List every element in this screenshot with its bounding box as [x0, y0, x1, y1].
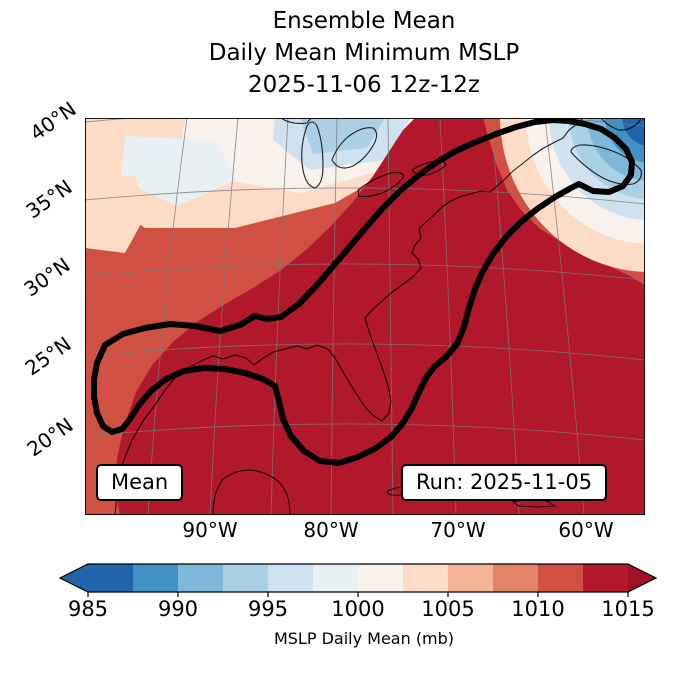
- run-annotation-box: Run: 2025-11-05: [401, 464, 608, 501]
- storm-outline-contour: [91, 118, 635, 466]
- colorbar-cell: [133, 564, 179, 592]
- title-line-3: 2025-11-06 12z-12z: [248, 72, 480, 98]
- fill-darkred-1015mb: [115, 118, 645, 515]
- colorbar-cell: [538, 564, 584, 592]
- title-line-2: Daily Mean Minimum MSLP: [208, 40, 520, 66]
- coastline-mainland: [114, 118, 584, 515]
- colorbar-cell: [403, 564, 449, 592]
- lon-label-60w: 60°W: [558, 518, 614, 542]
- lat-label-30n: 30°N: [19, 252, 75, 302]
- mslp-filled-contour-map: [85, 118, 645, 515]
- colorbar-tick-label: 1000: [331, 597, 385, 621]
- axes-frame: [85, 118, 645, 515]
- colorbar-cell: [178, 564, 224, 592]
- colorbar-cell: [583, 564, 629, 592]
- lake-superior: [280, 118, 312, 124]
- colorbar: [58, 563, 658, 597]
- coastline-st-lawrence: [600, 118, 642, 131]
- lat-label-40n: 40°N: [25, 96, 81, 146]
- lon-label-90w: 90°W: [182, 518, 238, 542]
- map-plot-area: [85, 118, 645, 515]
- low-ring-987: [622, 118, 645, 146]
- mean-annotation-box: Mean: [96, 464, 184, 501]
- lat-label-25n: 25°N: [20, 331, 76, 381]
- title-line-1: Ensemble Mean: [272, 8, 456, 34]
- coastlines: [114, 118, 642, 515]
- colorbar-tick-label: 1015: [601, 597, 655, 621]
- lake-huron: [331, 127, 378, 169]
- lon-label-80w: 80°W: [303, 518, 359, 542]
- coastline-yucatan: [212, 469, 291, 515]
- lake-erie: [357, 171, 405, 198]
- colorbar-over-arrow: [628, 564, 656, 592]
- colorbar-cell: [358, 564, 404, 592]
- colorbar-cell: [448, 564, 494, 592]
- colorbar-tick-label: 1010: [511, 597, 565, 621]
- colorbar-under-arrow: [60, 564, 88, 592]
- colorbar-cell: [268, 564, 314, 592]
- colorbar-cell: [493, 564, 539, 592]
- colorbar-tick-label: 1005: [421, 597, 475, 621]
- fill-pink-left-edge: [85, 176, 147, 253]
- colorbar-tick-label: 995: [247, 597, 289, 621]
- colorbar-cell: [313, 564, 359, 592]
- colorbar-tick-label: 985: [67, 597, 109, 621]
- colorbar-tick-labels: 985 990 995 1000 1005 1010 1015: [0, 597, 688, 623]
- lat-label-20n: 20°N: [22, 412, 78, 462]
- lake-michigan: [301, 121, 324, 189]
- fill-white-left: [121, 136, 237, 206]
- lon-label-70w: 70°W: [430, 518, 486, 542]
- figure-title: Ensemble Mean Daily Mean Minimum MSLP 20…: [64, 5, 664, 101]
- colorbar-cell: [88, 564, 134, 592]
- colorbar-cell: [223, 564, 269, 592]
- lat-label-35n: 35°N: [21, 174, 77, 224]
- colorbar-axis-label: MSLP Daily Mean (mb): [273, 629, 455, 648]
- coastline-nova-scotia: [570, 144, 642, 185]
- colorbar-tick-label: 990: [157, 597, 199, 621]
